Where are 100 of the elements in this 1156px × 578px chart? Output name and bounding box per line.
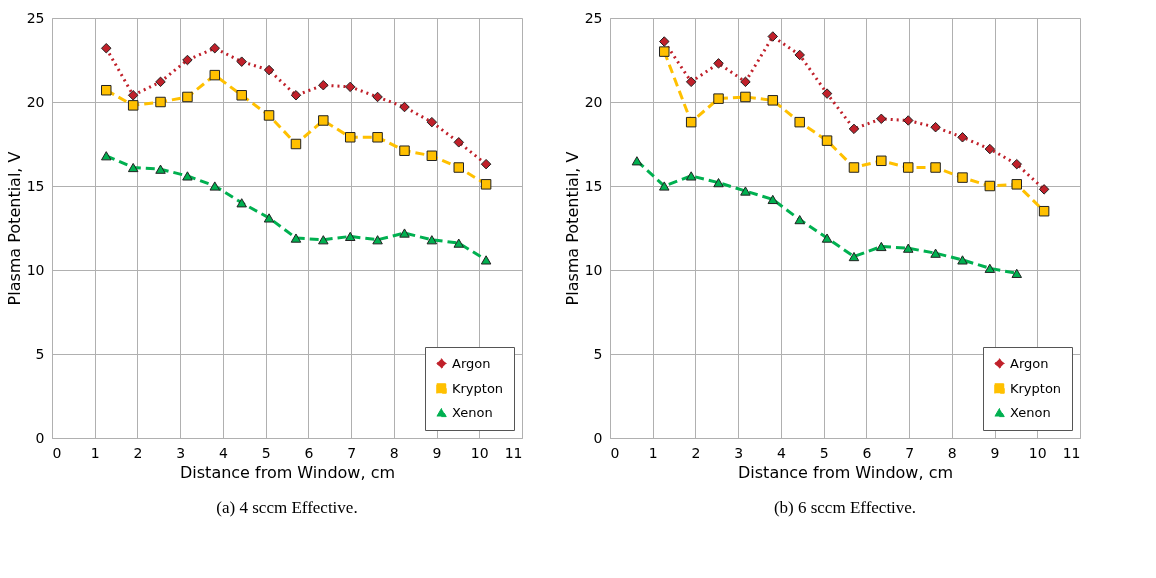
point	[344, 81, 356, 93]
point	[957, 255, 968, 265]
y-tick-label: 10	[26, 261, 45, 278]
point	[1038, 184, 1050, 195]
point	[480, 158, 492, 170]
point	[480, 179, 492, 190]
y-tick-label: 25	[584, 9, 603, 26]
point	[821, 233, 833, 243]
point	[290, 138, 302, 150]
point	[821, 135, 833, 146]
y-axis-title: Plasma Potential, V	[562, 151, 582, 306]
point	[453, 238, 465, 248]
point	[426, 150, 438, 161]
point	[631, 156, 643, 166]
point	[318, 235, 329, 245]
point	[848, 123, 860, 135]
point	[372, 91, 383, 103]
x-tick-label: 5	[261, 444, 271, 461]
x-tick-label: 3	[176, 444, 186, 461]
point	[372, 132, 383, 143]
point	[480, 255, 492, 265]
point	[794, 49, 805, 61]
point	[930, 248, 941, 258]
point	[767, 95, 779, 106]
point	[101, 85, 112, 96]
x-tick-label: 5	[819, 444, 829, 461]
point	[1011, 268, 1023, 278]
legend-label: Xenon	[1010, 404, 1051, 420]
point	[1011, 158, 1023, 170]
point	[713, 178, 724, 188]
text: (a) 4 sccm Effective.	[216, 498, 358, 517]
point	[821, 88, 833, 99]
point	[848, 162, 860, 173]
point	[426, 116, 438, 128]
point	[1038, 205, 1050, 217]
point	[182, 171, 193, 181]
point	[127, 100, 139, 111]
point	[767, 31, 779, 42]
legend-label: Krypton	[452, 380, 504, 396]
point	[399, 101, 410, 113]
y-tick-label: 20	[26, 93, 45, 110]
point	[127, 162, 139, 173]
x-tick-label: 0	[52, 444, 62, 461]
x-tick-label: 3	[734, 444, 744, 461]
point	[984, 143, 996, 155]
point	[263, 213, 275, 223]
point	[659, 36, 670, 47]
legend-label: Krypton	[1010, 380, 1062, 396]
x-tick-label: 9	[990, 444, 1000, 461]
legend-label: Argon	[1010, 355, 1049, 371]
point	[372, 235, 383, 245]
point	[1011, 179, 1023, 190]
point	[263, 110, 275, 121]
y-tick-label: 5	[593, 345, 603, 362]
point	[182, 54, 193, 66]
point	[740, 76, 751, 88]
x-tick-label: 0	[610, 444, 620, 461]
point	[155, 164, 166, 174]
point	[209, 43, 221, 54]
x-tick-label: 6	[862, 444, 872, 461]
point	[453, 137, 465, 148]
point	[318, 79, 329, 91]
point	[876, 155, 887, 167]
x-tick-label: 11	[504, 444, 523, 461]
x-tick-label: 10	[1028, 444, 1047, 461]
point	[685, 116, 697, 128]
x-tick-label: 9	[432, 444, 442, 461]
point	[182, 91, 193, 103]
point	[685, 76, 697, 88]
point	[399, 145, 410, 156]
point	[236, 90, 247, 101]
point	[713, 93, 724, 104]
legend-label: Argon	[452, 355, 491, 371]
point	[344, 231, 356, 242]
point	[290, 90, 302, 101]
y-tick-label: 0	[593, 429, 603, 446]
point	[209, 69, 221, 81]
point	[902, 115, 914, 126]
x-axis-title: Distance from Window, cm	[179, 462, 396, 482]
point	[453, 162, 465, 173]
point	[290, 233, 302, 243]
x-tick-label: 7	[347, 444, 357, 461]
point	[344, 132, 356, 143]
point	[794, 214, 805, 225]
point	[767, 194, 779, 205]
point	[957, 132, 968, 143]
point	[263, 64, 275, 76]
point	[984, 263, 996, 273]
x-tick-label: 2	[691, 444, 701, 461]
point	[957, 172, 968, 183]
x-tick-label: 1	[90, 444, 100, 461]
point	[659, 46, 670, 57]
y-tick-label: 15	[584, 177, 603, 194]
y-tick-label: 15	[26, 177, 45, 194]
x-tick-label: 4	[218, 444, 228, 461]
point	[127, 90, 139, 101]
y-tick-label: 25	[26, 9, 45, 26]
point	[426, 235, 438, 245]
point	[318, 115, 329, 126]
point	[236, 56, 247, 67]
